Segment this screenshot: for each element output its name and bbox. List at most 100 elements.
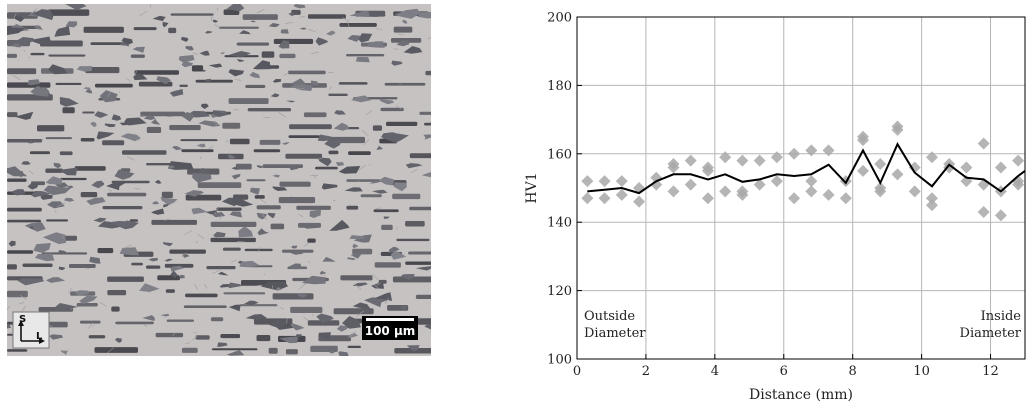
grain [169, 89, 184, 97]
grain-boundary [208, 146, 214, 150]
grain [213, 231, 226, 238]
grain-boundary [19, 302, 25, 305]
y-axis-ticks: 100 120 140 160 180 200 [547, 11, 582, 368]
grain [376, 145, 384, 150]
pearlite-band [246, 179, 266, 182]
grain-boundary [226, 140, 229, 143]
grain [350, 253, 363, 259]
grain-boundary [286, 318, 288, 324]
grain [228, 51, 251, 58]
grain [310, 80, 319, 86]
grain [288, 196, 298, 201]
pearlite-band [272, 293, 314, 300]
pearlite-band [409, 206, 431, 211]
pearlite-band [378, 279, 387, 284]
grain [293, 4, 306, 9]
y-tick-label: 200 [547, 11, 572, 26]
pearlite-band [242, 14, 278, 20]
grain [142, 315, 155, 321]
grain-boundary [308, 260, 311, 264]
pearlite-band [95, 83, 133, 88]
grain-boundary [108, 188, 113, 192]
grain [178, 274, 185, 279]
grain [324, 138, 343, 149]
grain-boundary [123, 244, 132, 249]
grain [296, 334, 302, 338]
grain [162, 21, 169, 28]
grain-boundary [70, 308, 73, 310]
grain [286, 100, 296, 103]
grain [124, 117, 147, 126]
grain-boundary [230, 259, 237, 263]
grain-boundary [375, 28, 383, 30]
orientation-arrowhead-right [39, 338, 45, 344]
grain-boundary [12, 74, 21, 81]
grain [393, 8, 421, 19]
grain [406, 345, 420, 352]
data-point-diamond [788, 192, 801, 205]
pearlite-band [48, 9, 90, 16]
pearlite-band [310, 345, 338, 352]
grain [140, 114, 146, 117]
grain [54, 26, 71, 37]
pearlite-band [289, 124, 332, 130]
x-tick-label: 10 [913, 364, 930, 379]
grain [382, 132, 409, 143]
pearlite-band [259, 139, 281, 145]
grain [374, 292, 392, 301]
y-tick-label: 180 [547, 79, 572, 94]
pearlite-band [222, 247, 241, 251]
pearlite-band [131, 262, 143, 266]
grain [160, 197, 178, 206]
grain [369, 180, 380, 184]
grain [181, 36, 189, 42]
grain [167, 161, 194, 170]
grain-boundary [139, 10, 148, 17]
pearlite-band [169, 249, 206, 254]
pearlite-band [328, 93, 348, 96]
grain [32, 9, 54, 21]
grain-boundary [194, 284, 198, 290]
pearlite-band [181, 149, 214, 153]
pearlite-band [161, 191, 173, 198]
pearlite-band [218, 26, 259, 29]
grain-boundary [427, 36, 431, 39]
data-point-diamond [667, 161, 680, 174]
data-point-diamond [977, 137, 990, 150]
grain-boundary [361, 129, 369, 137]
pearlite-band [83, 26, 124, 33]
grain [42, 232, 67, 245]
grain [111, 114, 122, 121]
data-point-diamond [891, 168, 904, 181]
grain [86, 197, 106, 206]
pearlite-band [7, 349, 28, 352]
pearlite-band [168, 27, 177, 34]
grain [390, 250, 407, 260]
data-point-diamond [753, 154, 766, 167]
pearlite-band [270, 223, 285, 230]
pearlite-band [146, 163, 173, 166]
data-point-diamond [805, 144, 818, 157]
grain [336, 162, 344, 166]
grain [282, 141, 290, 145]
pearlite-band [288, 70, 326, 75]
grain-boundary [358, 164, 366, 171]
scale-bar-line [366, 318, 414, 321]
grain-boundary [210, 15, 213, 21]
grain-boundary [296, 88, 304, 90]
pearlite-band [360, 194, 382, 198]
pearlite-band [185, 293, 218, 298]
grain [7, 323, 11, 329]
grain-boundary [138, 139, 140, 141]
grain [104, 123, 116, 128]
grain [368, 41, 385, 48]
grain-boundary [323, 273, 326, 277]
grain [318, 157, 332, 167]
pearlite-band [48, 54, 86, 57]
grain-boundary [185, 342, 191, 344]
grain [217, 342, 228, 347]
grain-boundary [192, 335, 198, 341]
data-point-diamond [891, 123, 904, 136]
pearlite-band [282, 249, 314, 253]
data-point-diamond [943, 161, 956, 174]
